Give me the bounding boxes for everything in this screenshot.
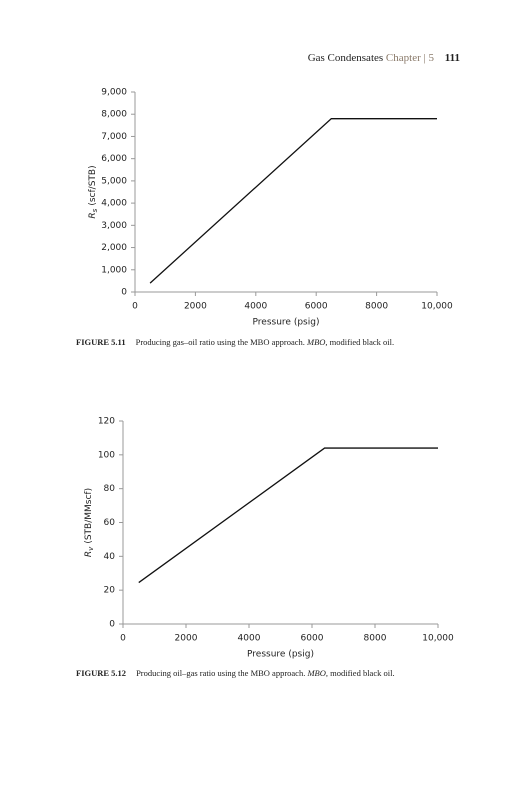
caption-label: FIGURE 5.12 [76,668,126,678]
figure-caption: FIGURE 5.12 Producing oil–gas ratio using… [76,668,395,678]
chart: 0 20 40 60 80 100 120 0 2000 4000 6000 8000 10,000 Pr… [84,417,455,660]
x-tick-label: 6000 [301,634,324,644]
header-separator: | [424,52,426,64]
header-title: Gas Condensates [308,52,383,64]
x-tick-label: 8000 [365,302,388,312]
x-tick-label: 2000 [175,634,198,644]
y-tick-label: 20 [104,586,116,596]
y-tick-label: 2,000 [101,243,127,253]
y-label-unit: (scf/STB) [88,165,98,205]
y-tick-label: 80 [104,484,116,494]
y-tick-label: 5,000 [101,176,127,186]
x-axis-title: Pressure (psig) [247,650,314,660]
caption-abbr: MBO [306,337,325,347]
y-tick-label: 8,000 [101,110,127,120]
chart: 0 1,000 2,000 3,000 4,000 5,000 6,000 7,000 8,00… [88,88,454,328]
y-tick-label: 6,000 [101,154,127,164]
data-line [138,447,438,584]
x-tick-label: 4000 [238,634,261,644]
y-tick-label: 100 [98,450,115,460]
y-tick-label: 4,000 [101,199,127,209]
x-tick-label: 8000 [364,634,387,644]
y-tick-label: 3,000 [101,221,127,231]
y-label-symbol: R [84,551,94,557]
x-tick-label: 6000 [305,302,328,312]
y-tick-label: 120 [98,417,115,427]
caption-rest: , modified black oil. [326,668,395,678]
caption-text: Producing gas–oil ratio using the MBO ap… [136,337,305,347]
y-label-subscript: v [87,546,95,551]
y-tick-label: 7,000 [101,132,127,142]
x-tick-label: 4000 [244,302,267,312]
y-tick-label: 40 [104,552,116,562]
data-line [149,118,437,284]
y-tick-label: 1,000 [101,265,127,275]
caption-abbr: MBO [306,668,325,678]
header-chapter-number: 5 [428,52,434,64]
y-label-subscript: s [91,208,99,212]
x-tick-label: 0 [120,634,126,644]
caption-rest: , modified black oil. [325,337,394,347]
x-tick-label: 10,000 [421,302,453,312]
y-tick-label: 9,000 [101,88,127,98]
y-axis-title: Rs (scf/STB) [88,165,100,218]
y-axis-title: Rv (STB/MMscf) [84,488,96,557]
caption-label: FIGURE 5.11 [76,337,126,347]
running-header: Gas Condensates Chapter | 5 111 [308,52,460,64]
header-chapter: Chapter [386,52,421,64]
y-label-symbol: R [88,212,98,218]
caption-text: Producing oil–gas ratio using the MBO ap… [136,668,305,678]
x-axis-title: Pressure (psig) [253,318,320,328]
x-tick-label: 2000 [184,302,207,312]
y-label-unit: (STB/MMscf) [84,488,94,544]
figure-caption: FIGURE 5.11 Producing gas–oil ratio using… [76,337,394,347]
header-page-number: 111 [445,52,460,64]
y-tick-label: 0 [109,620,115,630]
y-tick-label: 0 [121,288,127,298]
x-tick-label: 0 [132,302,138,312]
x-tick-label: 10,000 [422,634,454,644]
y-tick-label: 60 [104,518,116,528]
